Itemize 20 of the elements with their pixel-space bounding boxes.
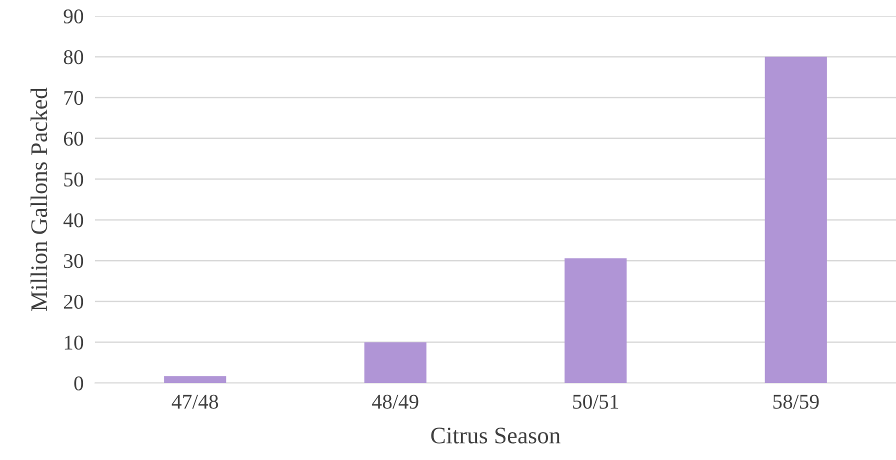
y-tick-label: 60 [64, 132, 84, 146]
y-tick-label: 70 [64, 90, 84, 105]
y-tick-label: 40 [63, 213, 84, 228]
bar [764, 56, 827, 383]
y-tick-label: 90 [64, 9, 84, 24]
bar [564, 258, 627, 383]
y-tick-label: 10 [64, 336, 84, 350]
y-tick-label: 0 [74, 376, 84, 390]
x-tick-label: 50/51 [573, 394, 618, 409]
x-tick-label: 47/48 [172, 394, 218, 409]
bar [164, 376, 226, 383]
x-axis-title: Citrus Season [431, 428, 560, 444]
y-tick-label: 20 [64, 294, 84, 309]
x-tick-label: 58/59 [773, 394, 819, 409]
x-tick-label: 48/49 [372, 394, 418, 409]
y-tick-label: 50 [64, 172, 84, 187]
y-tick-label: 80 [64, 50, 84, 64]
y-axis-title: Million Gallons Packed [30, 88, 48, 311]
bar [364, 342, 426, 383]
y-tick-label: 30 [64, 254, 84, 268]
